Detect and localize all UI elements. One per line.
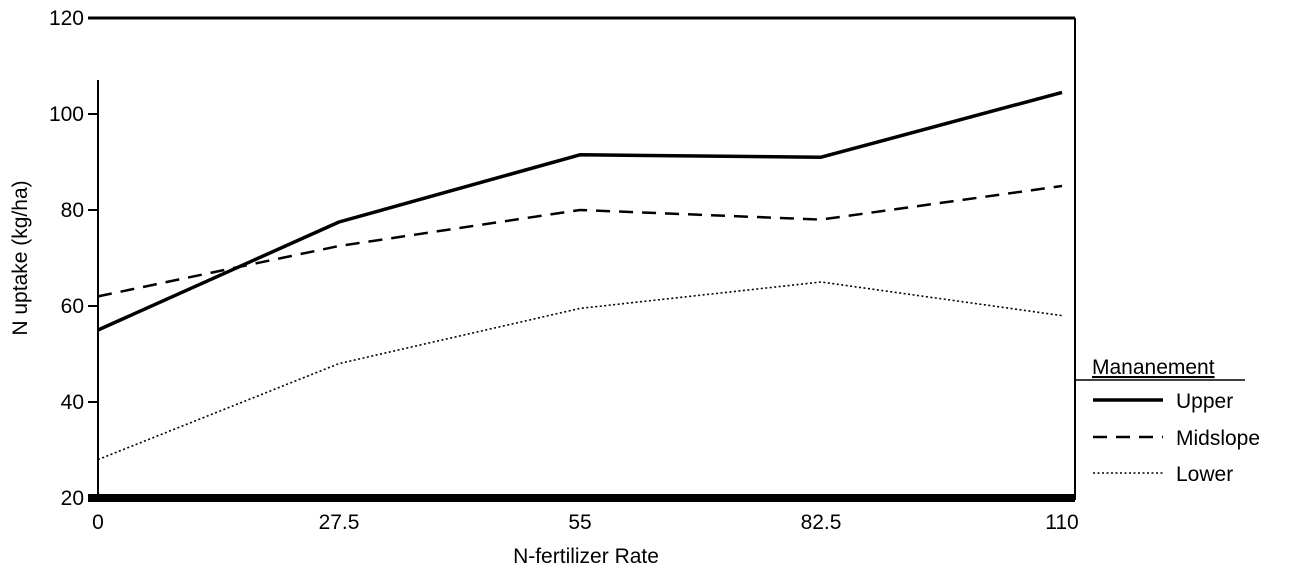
plot-frame [88,16,1245,502]
legend-title: Mananement [1092,356,1215,379]
y-tick-label: 100 [49,103,84,126]
y-axis-title: N uptake (kg/ha) [9,180,32,335]
x-tick-label: 55 [568,511,591,534]
series-line-midslope [97,184,1063,298]
x-tick-label: 27.5 [319,511,360,534]
x-tick-label: 0 [92,511,104,534]
y-tick-label: 80 [61,199,84,222]
x-tick-label: 82.5 [801,511,842,534]
x-axis-title: N-fertilizer Rate [513,545,659,568]
legend-items: Upper Midslope Lower [1093,390,1260,486]
y-tick-label: 20 [61,487,84,510]
legend-label-upper: Upper [1176,390,1233,413]
legend-label-lower: Lower [1176,463,1233,486]
y-tick-label: 60 [61,295,84,318]
y-tick-label: 40 [61,391,84,414]
x-tick-label: 110 [1045,511,1078,534]
series-line-lower [97,281,1063,461]
series-line-upper [97,90,1063,332]
x-axis-ticks: 0 27.5 55 82.5 110 [92,511,1079,534]
y-axis-ticks: 20 40 60 80 100 120 [49,7,98,510]
legend: Mananement Upper Midslope Lower [1092,356,1260,486]
y-tick-label: 120 [49,7,84,30]
legend-label-midslope: Midslope [1176,427,1260,450]
series-lines [97,90,1063,461]
